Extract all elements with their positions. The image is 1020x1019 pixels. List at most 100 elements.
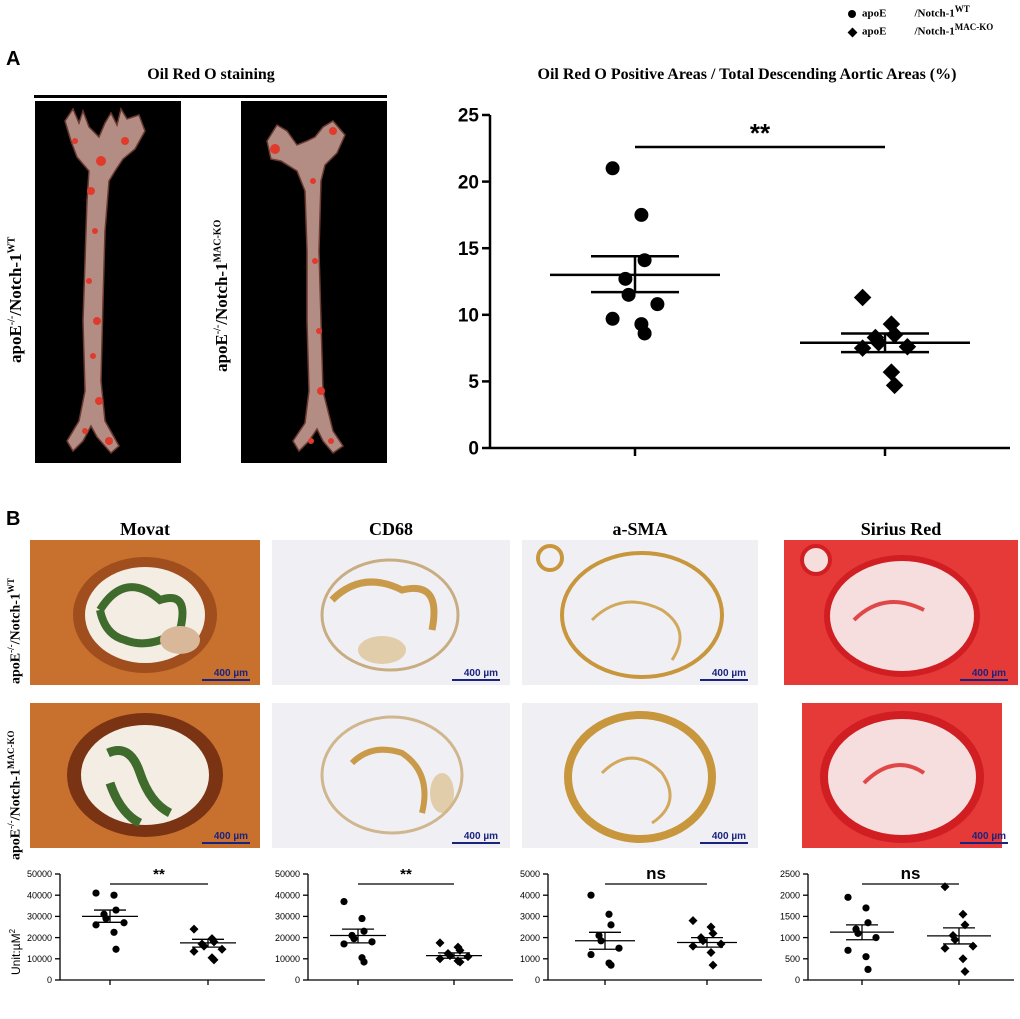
row-label-b-ko: apoE-/-/Notch-1MAC-KO (6, 730, 24, 860)
aorta-image-wt (35, 101, 181, 463)
data-point (463, 952, 473, 962)
sirius-red-image-ko: 400 µm (784, 703, 1018, 848)
y-tick-label: 5 (468, 372, 479, 393)
scale-label: 400 µm (971, 668, 1006, 679)
data-point (708, 960, 718, 970)
y-tick-label: 4000 (520, 890, 540, 900)
data-point (360, 958, 368, 966)
y-tick-label: 30000 (27, 912, 52, 922)
col-title-cd68: CD68 (369, 519, 413, 539)
data-point (110, 891, 118, 899)
data-point (621, 287, 636, 302)
data-point (209, 937, 219, 947)
y-tick-label: 50000 (27, 869, 52, 879)
data-point (882, 315, 901, 333)
y-tick-label: 40000 (27, 890, 52, 900)
data-point (587, 891, 595, 899)
data-point (688, 916, 698, 926)
data-point (940, 882, 950, 892)
data-point (92, 921, 100, 929)
data-point (960, 967, 970, 977)
panel-a-letter: A (6, 48, 21, 70)
asma-image-ko: 400 µm (522, 703, 758, 848)
chart-a-title: Oil Red O Positive Areas / Total Descend… (537, 66, 957, 83)
data-point (885, 326, 904, 344)
data-point (706, 947, 716, 957)
aorta-image-ko (241, 101, 387, 463)
data-point (716, 939, 726, 949)
data-point (958, 909, 968, 919)
scale-label: 400 µm (463, 831, 498, 842)
y-tick-label: 20000 (275, 933, 300, 943)
data-point (940, 943, 950, 953)
data-point (688, 941, 698, 951)
significance-label: ** (400, 866, 412, 883)
diamond-icon (847, 27, 858, 38)
asma-image-wt: 400 µm (522, 540, 758, 685)
y-tick-label: 0 (795, 975, 800, 985)
data-point (634, 207, 649, 222)
scale-bar (700, 842, 748, 844)
y-tick-label: 10000 (275, 954, 300, 964)
y-tick-label: 10000 (27, 954, 52, 964)
data-point (637, 326, 652, 341)
y-tick-label: 500 (785, 954, 800, 964)
data-point (435, 938, 445, 948)
scale-label: 400 µm (711, 668, 746, 679)
scale-bar (700, 679, 748, 681)
significance-label: ** (153, 866, 165, 883)
data-point (862, 904, 870, 912)
movat-image-wt: 400 µm (30, 540, 260, 685)
oil-red-staining-title: Oil Red O staining (147, 66, 275, 83)
scale-label: 400 µm (711, 831, 746, 842)
y-tick-label: 20000 (27, 933, 52, 943)
col-title-sirius-red: Sirius Red (860, 519, 942, 539)
data-point (199, 941, 209, 951)
chart-asma: 0 1000 2000 3000 4000 5000 ns (520, 864, 762, 985)
legend-item-wt: apoE/Notch-1WT (848, 4, 993, 22)
y-tick-label: 20 (458, 172, 479, 193)
y-tick-label: 25 (458, 106, 480, 127)
data-point (854, 929, 862, 937)
scale-bar (202, 679, 250, 681)
data-point (615, 944, 623, 952)
y-tick-label: 50000 (275, 869, 300, 879)
significance-label: ns (901, 864, 921, 883)
data-point (340, 897, 348, 906)
data-point (853, 288, 872, 307)
y-tick-label: 0 (295, 975, 300, 985)
scale-label: 400 µm (971, 831, 1006, 842)
scale-label: 400 µm (213, 668, 248, 679)
chart-sirius-red: 0 500 1000 1500 2000 2500 ns (780, 864, 1014, 985)
legend-item-ko: apoE/Notch-1MAC-KO (847, 22, 993, 40)
y-tick-label: 30000 (275, 912, 300, 922)
data-point (455, 945, 465, 955)
data-point (844, 946, 852, 954)
y-tick-label: 2500 (780, 869, 800, 879)
data-point (453, 942, 463, 952)
cd68-image-ko: 400 µm (272, 703, 510, 848)
y-tick-label: 40000 (275, 890, 300, 900)
significance-label: ** (750, 118, 771, 148)
data-point (864, 965, 872, 973)
data-point (958, 954, 968, 964)
scale-bar (960, 679, 1008, 681)
movat-image-ko: 400 µm (30, 703, 260, 848)
data-point (350, 935, 358, 943)
scale-bar (202, 842, 250, 844)
data-point (455, 957, 465, 967)
data-point (358, 914, 366, 923)
y-tick-label: 3000 (520, 912, 540, 922)
data-point (650, 297, 665, 312)
data-point (605, 161, 620, 176)
circle-icon (848, 10, 856, 19)
y-tick-label: 0 (535, 975, 540, 985)
data-point (607, 921, 615, 929)
sirius-red-image-wt: 400 µm (784, 540, 1018, 685)
data-point (368, 938, 376, 946)
data-point (862, 953, 870, 961)
scale-label: 400 µm (463, 668, 498, 679)
y-tick-label: 1500 (780, 912, 800, 922)
row-label-a-ko: apoE-/-/Notch-1MAC-KO (212, 219, 231, 372)
data-point (587, 950, 595, 959)
